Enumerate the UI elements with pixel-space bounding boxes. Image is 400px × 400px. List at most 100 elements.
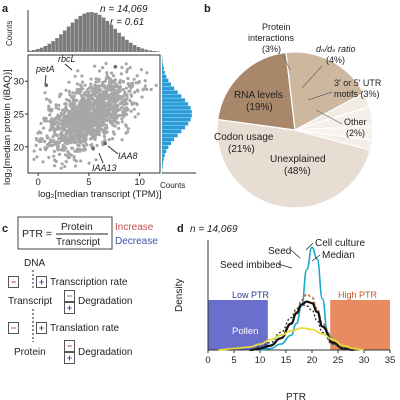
right-hist-bar (162, 129, 182, 134)
scatter-point (89, 112, 93, 116)
scatter-point (73, 140, 78, 144)
scatter-point (120, 106, 124, 110)
arrow-rbcL (64, 63, 73, 71)
scatter-point (124, 86, 128, 90)
top-hist-bar (132, 45, 137, 52)
scatter-point (109, 114, 113, 118)
scatter-point (56, 121, 60, 125)
right-hist-bar (162, 78, 169, 83)
top-hist-bar (43, 46, 48, 52)
top-hist-bar (101, 17, 106, 52)
scatter-point (109, 92, 113, 96)
x-tick-label: 10 (134, 177, 145, 188)
scatter-point (58, 132, 63, 136)
d-x-tick-label: 10 (255, 355, 266, 366)
transcription-plus-box: + (36, 276, 47, 288)
right-hist-bar (162, 145, 169, 150)
scatter-point (95, 116, 99, 120)
scatter-point (133, 115, 137, 119)
scatter-point (92, 107, 96, 111)
top-hist-bar (47, 43, 51, 52)
scatter-point (141, 88, 145, 92)
scatter-point (97, 93, 101, 97)
label-utr-1: 3′ or 5′ UTR (334, 78, 382, 88)
right-hist-bar (162, 94, 182, 98)
scatter-point (67, 89, 71, 94)
scatter-point (58, 118, 62, 122)
scatter-point (47, 155, 51, 160)
x-tick-label: 5 (86, 177, 91, 188)
scatter-point (95, 95, 99, 99)
scatter-point (113, 78, 117, 82)
curve-seed-imbibed (249, 303, 354, 351)
scatter-point (149, 87, 153, 92)
scatter-point (63, 110, 67, 114)
scatter-point (94, 77, 98, 81)
scatter-point (106, 94, 111, 98)
scatter-point (52, 154, 56, 158)
top-hist-bar (125, 39, 129, 52)
ptr-box (17, 216, 113, 250)
scatter-point (112, 74, 116, 78)
scatter-point (38, 137, 42, 141)
scatter-point (126, 76, 130, 81)
scatter-point (130, 81, 135, 85)
scatter-point (69, 116, 73, 120)
scatter-point (88, 93, 92, 97)
scatter-point (59, 166, 63, 170)
scatter-point (63, 141, 67, 145)
right-hist-bar (162, 125, 186, 130)
scatter-point (119, 102, 123, 106)
scatter-ticks: 0 5 10 20 25 30 (13, 77, 145, 188)
scatter-point (80, 74, 84, 78)
scatter-point (94, 80, 98, 84)
panel-a-label: a (2, 3, 9, 15)
scatter-points (32, 61, 158, 170)
scatter-point (60, 135, 64, 139)
scatter-point (57, 140, 62, 145)
density-ylabel: Density (174, 279, 185, 312)
scatter-point (81, 123, 85, 127)
scatter-point (122, 114, 126, 118)
scatter-point (132, 107, 136, 111)
top-hist-bar (86, 12, 90, 53)
right-hist-bar (162, 133, 178, 138)
scatter-point (72, 111, 76, 115)
scatter-point (96, 131, 100, 135)
leader-seed-imbibed (277, 263, 293, 269)
right-hist-bar (162, 157, 164, 161)
scatter-point (95, 120, 99, 124)
scatter-point (139, 68, 143, 72)
top-hist-bar (62, 30, 67, 52)
scatter-point (100, 95, 104, 99)
scatter-point (67, 155, 71, 160)
scatter-point (140, 95, 144, 99)
scatter-point (93, 86, 97, 90)
scatter-point (69, 121, 73, 125)
scatter-point (128, 66, 132, 70)
pie-slice-other (294, 129, 373, 151)
scatter-point (46, 136, 50, 140)
right-histogram (162, 55, 196, 174)
pie-slice-codon-usage (217, 51, 296, 131)
top-hist-bar (82, 13, 86, 53)
scatter-point (116, 121, 120, 125)
scatter-point (126, 130, 130, 134)
right-hist-bar (162, 82, 171, 87)
scatter-point (129, 93, 133, 97)
degradation2-plus-box: + (64, 352, 75, 364)
scatter-point (92, 130, 96, 134)
scatter-point (106, 88, 110, 92)
scatter-point (93, 117, 97, 121)
scatter-point (107, 117, 112, 121)
scatter-point (99, 115, 103, 119)
scatter-point (103, 79, 107, 83)
scatter-point (86, 124, 90, 128)
scatter-point (73, 98, 77, 102)
scatter-point (64, 160, 68, 164)
scatter-point (71, 95, 75, 99)
scatter-point (57, 107, 61, 111)
scatter-point (111, 137, 115, 141)
scatter-point (87, 161, 91, 165)
